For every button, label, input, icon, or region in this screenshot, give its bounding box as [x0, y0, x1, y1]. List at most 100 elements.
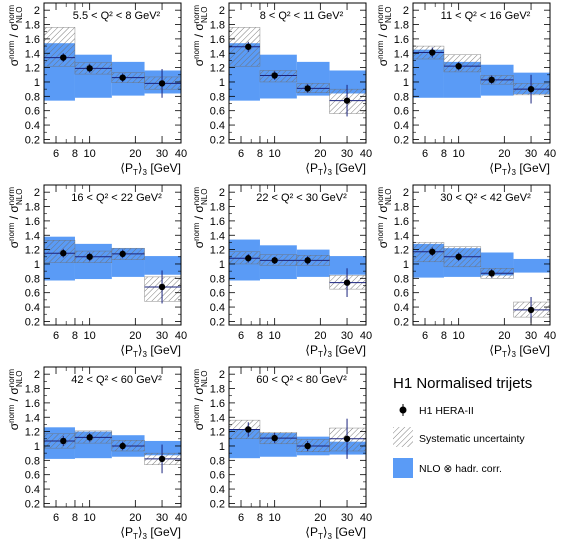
x-tick-label: 6: [238, 330, 244, 342]
data-point-1: [245, 426, 252, 433]
panel-title: 8 < Q² < 11 GeV²: [260, 10, 344, 22]
x-tick-label: 6: [53, 330, 59, 342]
y-tick-label: 1.4: [210, 412, 225, 424]
x-tick-label: 8: [72, 148, 78, 160]
x-tick-label: 10: [84, 512, 96, 524]
panel-title: 60 < Q² < 80 GeV²: [256, 374, 347, 386]
y-tick-label: 0.2: [210, 316, 225, 328]
x-tick-label: 30: [341, 512, 353, 524]
x-tick-label: 40: [175, 148, 187, 160]
y-tick-label: 2: [403, 5, 409, 17]
plot-frame: [228, 2, 367, 144]
plot-frame: [412, 2, 551, 144]
data-point-2: [271, 72, 278, 79]
x-axis-label: ⟨PT⟩3 [GeV]: [489, 161, 550, 177]
x-tick-label: 10: [453, 330, 465, 342]
y-tick-label: 1.2: [210, 63, 225, 75]
x-tick-label: 30: [525, 330, 537, 342]
y-tick-label: 1.8: [25, 20, 40, 32]
panel-1: 0.2 0.4 0.6 0.8 1 1.2 1.4 1.6 1.8 2 6 8 10 20 30 40 5.5 …: [7, 2, 187, 177]
y-axis-label: σnorm / σnormNLO: [192, 5, 209, 67]
y-axis-label: σnorm / σnormNLO: [7, 369, 24, 431]
y-tick-label: 1.4: [394, 48, 409, 60]
legend-label-nlo: NLO ⊗ hadr. corr.: [419, 463, 502, 475]
y-tick-label: 0.6: [394, 106, 409, 118]
x-tick-label: 30: [156, 330, 168, 342]
x-tick-label: 30: [525, 148, 537, 160]
x-tick-label: 6: [238, 148, 244, 160]
data-point-4: [527, 85, 535, 93]
y-tick-label: 1.6: [394, 216, 409, 228]
systematic-box-bin-2: [443, 54, 482, 73]
y-tick-label: 0.2: [210, 498, 225, 510]
y-tick-label: 0.2: [210, 134, 225, 146]
x-tick-label: 6: [238, 512, 244, 524]
data-point-1: [60, 437, 67, 445]
y-axis-label: σnorm / σnormNLO: [376, 187, 393, 249]
x-axis-label: ⟨PT⟩3 [GeV]: [120, 525, 181, 541]
data-point-4: [343, 97, 351, 104]
y-tick-label: 1.6: [25, 34, 40, 46]
plot-frame: [43, 184, 182, 326]
y-tick-label: 0.8: [210, 273, 225, 285]
x-tick-label: 6: [422, 148, 428, 160]
y-tick-label: 0.8: [25, 455, 40, 467]
y-tick-label: 1.8: [210, 384, 225, 396]
x-tick-label: 40: [544, 148, 556, 160]
y-tick-label: 1.4: [210, 48, 225, 60]
plot-frame: [43, 366, 182, 508]
y-tick-label: 1.4: [210, 230, 225, 242]
y-tick-label: 1: [219, 441, 225, 453]
y-axis-label: σnorm / σnormNLO: [7, 5, 24, 67]
y-tick-label: 1.4: [394, 230, 409, 242]
y-tick-label: 0.8: [210, 455, 225, 467]
y-tick-label: 0.6: [210, 470, 225, 482]
y-tick-label: 0.2: [25, 134, 40, 146]
legend-nlo-swatch: [393, 458, 413, 478]
y-tick-label: 0.6: [210, 106, 225, 118]
x-tick-label: 20: [498, 330, 510, 342]
y-tick-label: 2: [34, 187, 40, 199]
x-tick-label: 20: [129, 330, 141, 342]
nlo-band-bin-2: [74, 54, 112, 98]
panel-title: 11 < Q² < 16 GeV²: [441, 10, 531, 22]
systematic-box-bin-1: [43, 27, 76, 67]
legend-label-systematic: Systematic uncertainty: [419, 433, 525, 445]
plot-frame: [43, 2, 182, 144]
x-tick-label: 20: [314, 512, 326, 524]
plot-frame: [412, 184, 551, 326]
data-point-2: [455, 253, 462, 260]
x-axis-label: ⟨PT⟩3 [GeV]: [305, 161, 366, 177]
data-point-2: [86, 434, 93, 441]
x-tick-label: 10: [269, 148, 281, 160]
y-tick-label: 1.4: [25, 412, 40, 424]
nlo-band-bin-4: [144, 440, 181, 456]
x-axis-label: ⟨PT⟩3 [GeV]: [489, 343, 550, 359]
x-tick-label: 20: [314, 148, 326, 160]
y-tick-label: 0.4: [394, 120, 409, 132]
y-tick-label: 1.6: [210, 398, 225, 410]
data-point-1: [60, 250, 67, 257]
y-axis-label: σnorm / σnormNLO: [192, 187, 209, 249]
y-tick-label: 0.4: [25, 484, 40, 496]
y-tick-label: 1.8: [394, 202, 409, 214]
x-tick-label: 40: [360, 512, 372, 524]
panel-8: 0.2 0.4 0.6 0.8 1 1.2 1.4 1.6 1.8 2 6 8 10 20 30 40 60 <…: [192, 366, 372, 541]
plot-frame: [228, 366, 367, 508]
data-point-4: [158, 455, 166, 463]
x-tick-label: 40: [360, 148, 372, 160]
x-tick-label: 6: [422, 330, 428, 342]
x-tick-label: 20: [498, 148, 510, 160]
y-tick-label: 1: [34, 259, 40, 271]
data-point-4: [527, 306, 535, 314]
data-point-3: [119, 250, 126, 258]
data-point-4: [343, 435, 351, 442]
x-tick-label: 8: [441, 330, 447, 342]
y-tick-label: 1: [34, 441, 40, 453]
x-tick-label: 30: [156, 148, 168, 160]
data-point-1: [429, 49, 436, 56]
x-tick-label: 8: [72, 512, 78, 524]
panel-title: 16 < Q² < 22 GeV²: [71, 192, 162, 204]
x-axis-label: ⟨PT⟩3 [GeV]: [305, 343, 366, 359]
